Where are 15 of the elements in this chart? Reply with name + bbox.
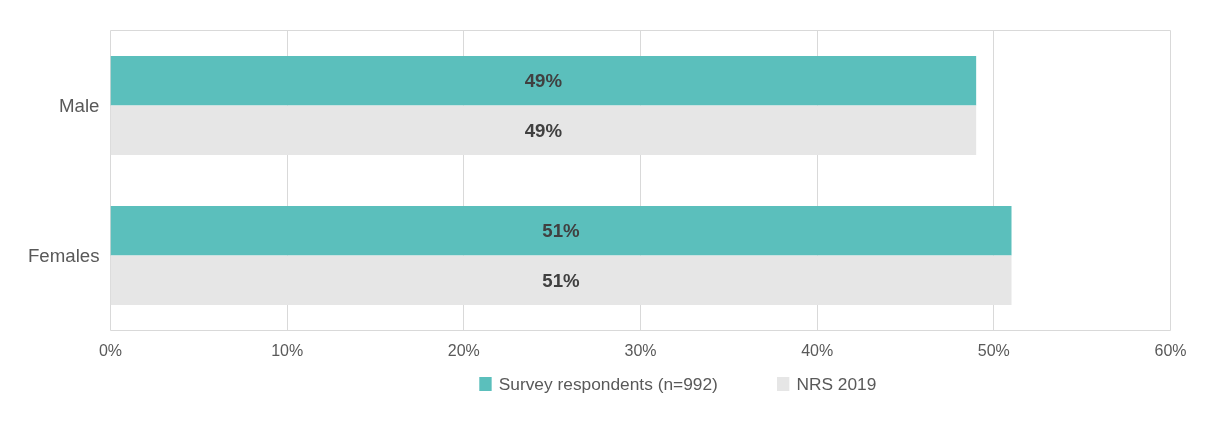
x-tick-label: 50% xyxy=(977,341,1010,359)
x-tick-label: 0% xyxy=(98,341,123,359)
x-tick-label: 60% xyxy=(1154,341,1187,359)
data-label: 51% xyxy=(542,269,581,291)
x-tick-label: 10% xyxy=(271,341,304,359)
y-tick-label: Females xyxy=(27,245,100,266)
x-tick-label: 30% xyxy=(624,341,657,359)
y-tick-label: Male xyxy=(59,95,100,116)
legend-label: NRS 2019 xyxy=(796,374,877,394)
legend-label: Survey respondents (n=992) xyxy=(498,374,718,394)
data-label: 49% xyxy=(524,70,563,92)
x-tick-label: 40% xyxy=(801,341,834,359)
data-label: 51% xyxy=(542,220,581,242)
x-tick-label: 20% xyxy=(447,341,480,359)
data-label: 49% xyxy=(524,119,563,141)
